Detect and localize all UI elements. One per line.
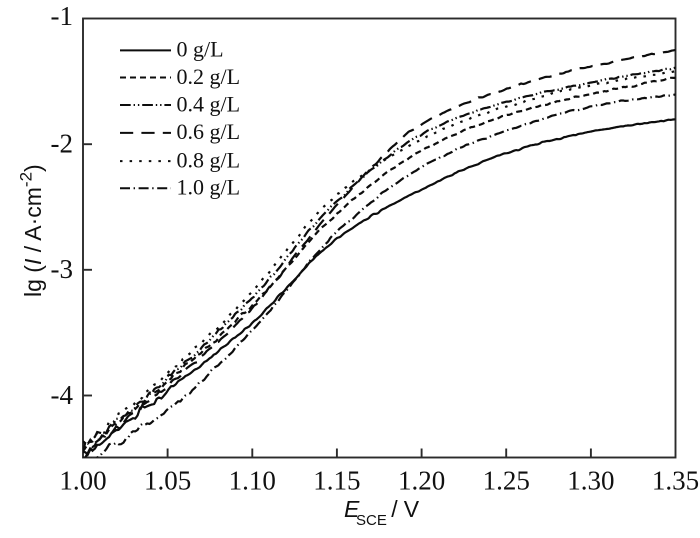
svg-text:-1: -1 — [51, 1, 74, 31]
svg-text:-4: -4 — [51, 380, 74, 410]
svg-text:1.25: 1.25 — [483, 466, 530, 496]
svg-text:1.30: 1.30 — [567, 466, 614, 496]
svg-text:0.8 g/L: 0.8 g/L — [177, 147, 241, 172]
svg-text:1.00: 1.00 — [59, 466, 106, 496]
svg-text:1.0 g/L: 1.0 g/L — [177, 175, 241, 200]
svg-text:1.05: 1.05 — [144, 466, 191, 496]
svg-text:0.4 g/L: 0.4 g/L — [177, 91, 241, 116]
svg-text:1.20: 1.20 — [398, 466, 445, 496]
svg-text:1.15: 1.15 — [313, 466, 360, 496]
svg-text:SCE: SCE — [356, 512, 387, 529]
svg-text:-2: -2 — [51, 128, 74, 158]
svg-text:0.2 g/L: 0.2 g/L — [177, 64, 241, 89]
svg-text:-3: -3 — [51, 254, 74, 284]
svg-text:1.10: 1.10 — [229, 466, 276, 496]
svg-text:E: E — [344, 496, 360, 522]
svg-text:1.35: 1.35 — [652, 466, 699, 496]
svg-text:0.6 g/L: 0.6 g/L — [177, 119, 241, 144]
svg-text:0 g/L: 0 g/L — [177, 37, 224, 62]
svg-text:/: / — [391, 496, 398, 522]
svg-text:V: V — [404, 496, 420, 522]
